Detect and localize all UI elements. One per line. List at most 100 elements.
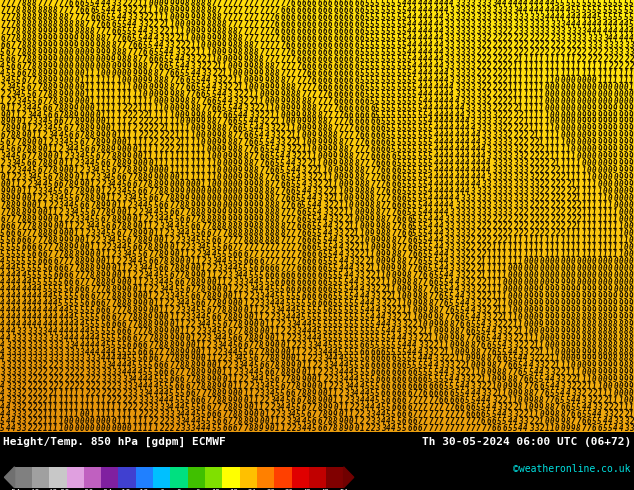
Text: 3: 3 [513, 146, 517, 154]
Text: 9: 9 [238, 208, 243, 217]
Text: 5: 5 [122, 347, 126, 357]
Text: 5: 5 [201, 236, 205, 245]
Text: 1: 1 [434, 334, 438, 343]
Text: 0: 0 [312, 146, 316, 154]
Text: 4: 4 [333, 250, 338, 259]
Text: 8: 8 [80, 20, 84, 29]
Text: 7: 7 [238, 138, 243, 147]
Text: 3: 3 [465, 292, 470, 301]
Text: 6: 6 [344, 103, 348, 113]
Text: 2: 2 [223, 354, 227, 364]
Text: 3: 3 [465, 27, 470, 36]
Text: 3: 3 [370, 417, 375, 426]
Text: 7: 7 [307, 75, 311, 85]
Text: 5: 5 [207, 243, 211, 252]
Text: 3: 3 [339, 236, 343, 245]
Text: 1: 1 [608, 208, 612, 217]
Text: 3: 3 [497, 146, 501, 154]
Text: 0: 0 [608, 187, 612, 196]
Text: 1: 1 [370, 257, 375, 266]
Text: 5: 5 [365, 0, 370, 8]
Text: 1: 1 [254, 306, 259, 315]
Text: 0: 0 [85, 55, 89, 64]
Text: 0: 0 [112, 271, 116, 280]
Text: 2: 2 [481, 69, 486, 78]
Text: 1: 1 [74, 166, 79, 175]
Text: 3: 3 [249, 375, 253, 384]
Text: 7: 7 [280, 250, 285, 259]
Text: 9: 9 [619, 173, 623, 182]
Text: 4: 4 [576, 396, 581, 405]
Text: 5: 5 [32, 278, 37, 287]
Text: 5: 5 [106, 166, 110, 175]
Text: 1: 1 [53, 403, 58, 412]
Text: 3: 3 [143, 396, 148, 405]
Text: 5: 5 [365, 41, 370, 50]
Text: 9: 9 [96, 131, 100, 141]
Text: 3: 3 [11, 396, 15, 405]
Text: 8: 8 [228, 138, 232, 147]
Text: 7: 7 [48, 0, 53, 8]
Text: 6: 6 [48, 173, 53, 182]
Text: 1: 1 [566, 362, 570, 370]
Text: 7: 7 [175, 368, 179, 377]
Text: 7: 7 [58, 250, 63, 259]
Text: 1: 1 [603, 243, 607, 252]
Text: 1: 1 [581, 208, 586, 217]
Text: 3: 3 [185, 306, 190, 315]
Text: 0: 0 [175, 180, 179, 189]
Text: 2: 2 [470, 264, 475, 273]
Text: 3: 3 [354, 257, 359, 266]
Text: 4: 4 [122, 13, 126, 22]
Text: 2: 2 [291, 138, 295, 147]
Text: 3: 3 [465, 285, 470, 294]
Text: 7: 7 [58, 0, 63, 8]
Text: 6: 6 [339, 90, 343, 98]
Text: 3: 3 [497, 124, 501, 133]
Text: 0: 0 [42, 146, 47, 154]
Text: 3: 3 [465, 375, 470, 384]
Text: 1: 1 [58, 424, 63, 433]
Text: 0: 0 [418, 306, 422, 315]
Text: 1: 1 [540, 341, 544, 349]
Text: 7: 7 [391, 208, 396, 217]
Text: 3: 3 [492, 180, 496, 189]
Text: 4: 4 [439, 368, 443, 377]
Text: 0: 0 [629, 222, 633, 231]
Text: 2: 2 [27, 382, 31, 392]
Text: 7: 7 [185, 375, 190, 384]
Text: 4: 4 [323, 229, 327, 238]
Text: 1: 1 [74, 390, 79, 398]
Text: 8: 8 [90, 264, 94, 273]
Text: 0: 0 [16, 118, 21, 126]
Text: 2: 2 [27, 417, 31, 426]
Text: 7: 7 [238, 20, 243, 29]
Text: 9: 9 [143, 75, 148, 85]
Text: 5: 5 [275, 292, 280, 301]
Text: 3: 3 [513, 180, 517, 189]
Text: 7: 7 [243, 243, 248, 252]
Text: 4: 4 [450, 201, 454, 210]
Text: 2: 2 [508, 131, 512, 141]
Text: 4: 4 [460, 111, 465, 120]
Text: 2: 2 [143, 124, 148, 133]
Text: 0: 0 [545, 334, 549, 343]
Text: 4: 4 [191, 69, 195, 78]
Text: 8: 8 [159, 334, 164, 343]
Text: 0: 0 [407, 299, 411, 308]
Text: 9: 9 [254, 194, 259, 203]
Text: 8: 8 [164, 341, 169, 349]
Text: 2: 2 [566, 208, 570, 217]
Text: 4: 4 [233, 347, 237, 357]
Text: 8: 8 [264, 180, 269, 189]
Text: 8: 8 [492, 362, 496, 370]
Text: 2: 2 [223, 362, 227, 370]
Text: 5: 5 [418, 208, 422, 217]
Text: 3: 3 [597, 34, 602, 43]
Text: 5: 5 [133, 347, 137, 357]
Text: 4: 4 [545, 375, 549, 384]
Text: 4: 4 [1, 278, 5, 287]
Text: 0: 0 [566, 75, 570, 85]
Text: 7: 7 [264, 173, 269, 182]
Text: 2: 2 [302, 347, 306, 357]
